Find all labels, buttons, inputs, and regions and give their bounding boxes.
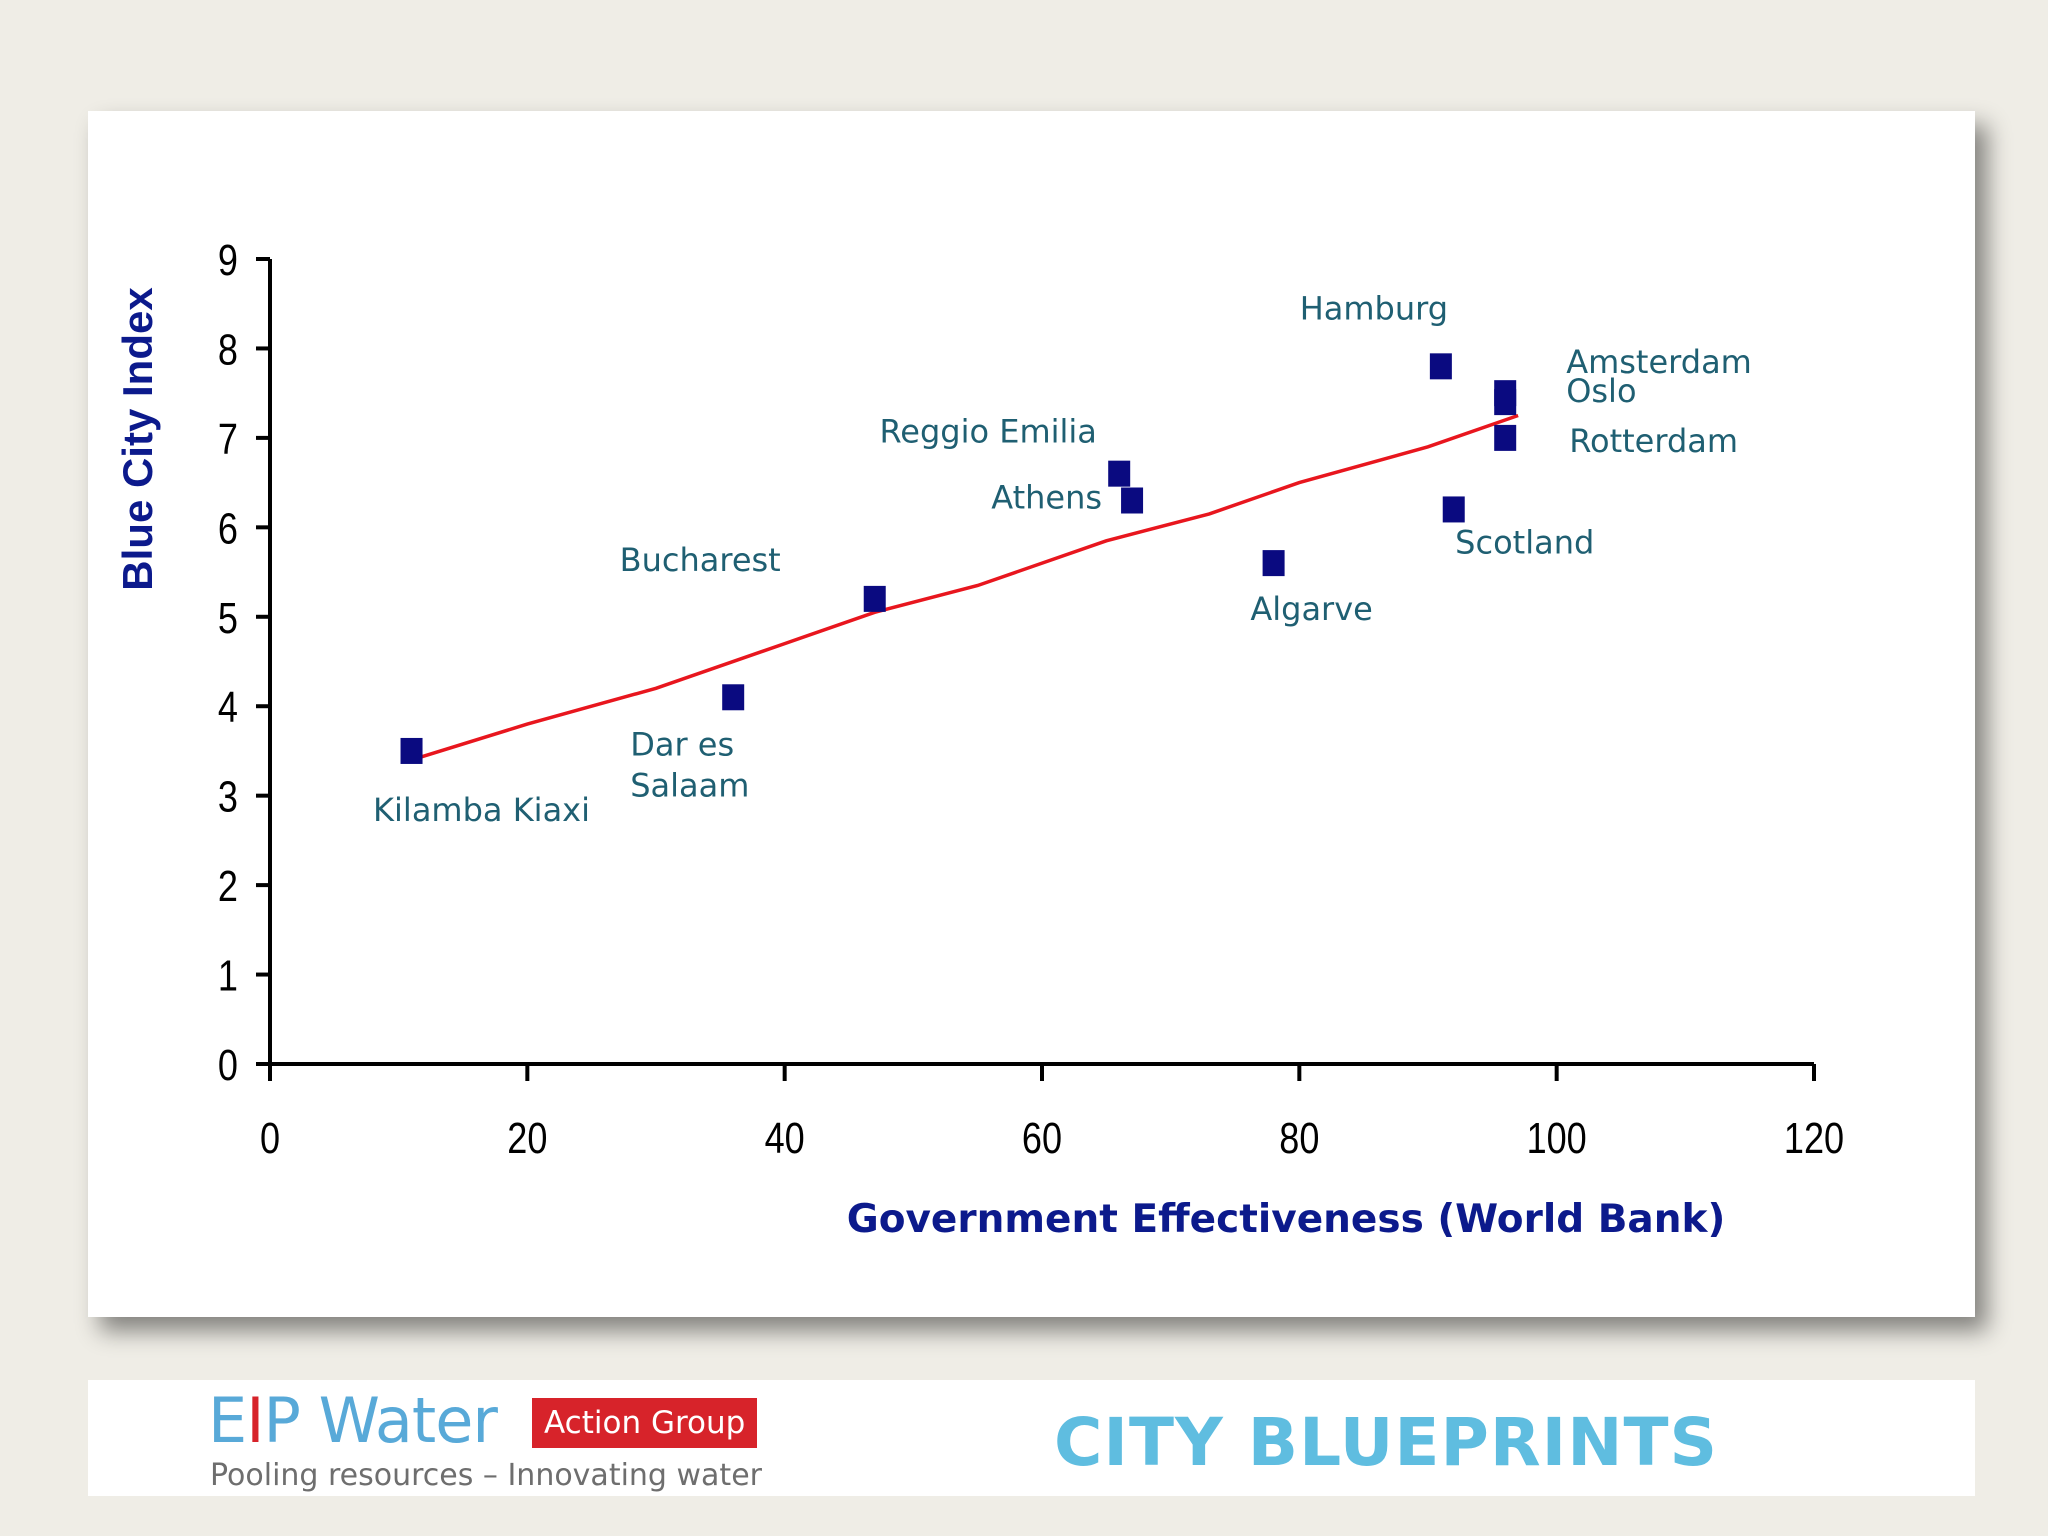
data-point-label: Athens [991,479,1102,517]
logo-tagline: Pooling resources – Innovating water [210,1458,762,1493]
data-point-label: Hamburg [1300,289,1448,327]
data-point-marker [722,684,745,711]
x-tick-label: 60 [1022,1114,1062,1163]
city-blueprints-title: CITY BLUEPRINTS [1054,1404,1719,1481]
logo-letter-e: E [208,1384,247,1457]
x-axis-title: Government Effectiveness (World Bank) [847,1197,1726,1242]
data-point-label: Algarve [1250,590,1372,628]
eip-water-logo: EIP Water Action Group Pooling resources… [208,1384,848,1494]
y-tick-label: 2 [218,862,238,911]
y-tick-label: 0 [218,1041,238,1090]
data-point-label: Kilamba Kiaxi [373,791,590,829]
y-tick-label: 3 [218,772,238,821]
data-point-label: Dar es Salaam [630,725,749,804]
logo-word-water: P Water [263,1384,497,1457]
y-tick-label: 9 [218,236,238,285]
data-point-marker [1108,460,1131,487]
y-tick-label: 7 [218,415,238,464]
data-point-marker [863,585,886,612]
data-point-marker [1429,353,1452,380]
y-tick-label: 1 [218,951,238,1000]
data-point-label: Reggio Emilia [879,413,1096,451]
data-point-marker [1442,496,1465,523]
data-point-label: Bucharest [620,541,781,579]
data-point-marker [1262,550,1285,577]
data-point-marker [400,737,423,764]
data-point-marker [1121,487,1144,514]
y-tick-label: 8 [218,325,238,374]
logo-wordmark: EIP Water [208,1384,498,1457]
footer-banner: EIP Water Action Group Pooling resources… [88,1380,1975,1496]
x-tick-label: 0 [260,1114,280,1163]
data-point-label: Rotterdam [1569,422,1738,460]
x-tick-label: 40 [765,1114,805,1163]
action-group-badge: Action Group [532,1398,758,1448]
y-axis-title: Blue City Index [114,287,161,591]
chart-card: 0 20 40 60 80 100 120 0 1 2 3 4 5 6 7 8 9 Government Effe… [88,111,1975,1317]
data-point-label: Oslo [1566,372,1636,410]
y-tick-label: 6 [218,504,238,553]
x-tick-label: 20 [507,1114,547,1163]
y-tick-label: 5 [218,593,238,642]
x-tick-label: 80 [1279,1114,1319,1163]
scatter-chart: 0 20 40 60 80 100 120 0 1 2 3 4 5 6 7 8 9 Government Effe… [114,236,1844,1242]
logo-letter-i: I [246,1384,264,1457]
data-point-marker [1494,424,1517,451]
x-tick-label: 120 [1784,1114,1844,1163]
data-point-label: Scotland [1455,523,1594,561]
trend-line [410,413,1519,762]
y-tick-label: 4 [218,683,238,732]
x-tick-label: 100 [1527,1114,1587,1163]
data-point-label: Amsterdam [1566,343,1752,381]
data-point-marker [1494,389,1517,416]
